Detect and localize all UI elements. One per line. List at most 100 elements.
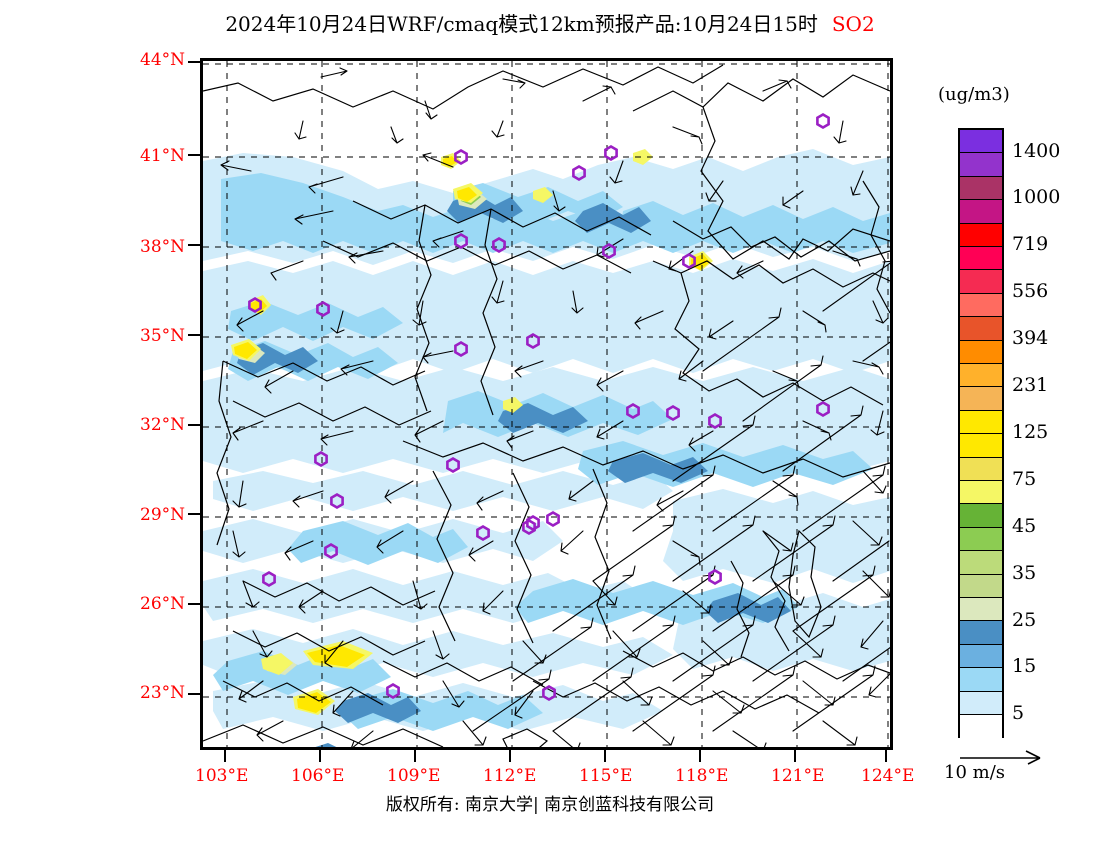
page-title: 2024年10月24日WRF/cmaq模式12km预报产品:10月24日15时 S… (0, 8, 1100, 37)
colorbar-label-231: 231 (1012, 374, 1049, 396)
colorbar-band-3 (960, 200, 1002, 224)
city-marker[interactable] (708, 568, 722, 585)
axis-label-lon-115: 115°E (579, 766, 633, 786)
wind-scale-arrow (958, 744, 1088, 770)
city-marker[interactable] (522, 518, 536, 535)
city-marker[interactable] (330, 492, 344, 509)
city-marker[interactable] (262, 570, 276, 587)
colorbar-band-20 (960, 598, 1002, 622)
colorbar-band-0 (960, 130, 1002, 154)
colorbar-band-16 (960, 504, 1002, 528)
colorbar-band-11 (960, 387, 1002, 411)
colorbar-band-18 (960, 551, 1002, 575)
city-marker[interactable] (314, 450, 328, 467)
x-tick-121 (794, 750, 796, 762)
city-marker[interactable] (816, 400, 830, 417)
right-arrow-icon (960, 750, 1041, 765)
city-marker[interactable] (626, 402, 640, 419)
city-marker[interactable] (248, 296, 262, 313)
colorbar-units-label: (ug/m3) (938, 84, 1010, 105)
axis-label-lon-106: 106°E (291, 766, 345, 786)
city-marker[interactable] (526, 514, 540, 531)
axis-label-lon-103: 103°E (195, 766, 249, 786)
axis-label-lat-35: 35°N (140, 326, 186, 346)
colorbar-band-15 (960, 481, 1002, 505)
x-tick-115 (604, 750, 606, 762)
axis-label-lat-26: 26°N (140, 594, 186, 614)
colorbar-band-13 (960, 434, 1002, 458)
title-text: 2024年10月24日WRF/cmaq模式12km预报产品:10月24日15时 (225, 12, 818, 36)
colorbar-band-2 (960, 176, 1002, 201)
administrative-boundaries (203, 64, 890, 747)
axis-label-lon-121: 121°E (771, 766, 825, 786)
axis-label-lon-112: 112°E (483, 766, 537, 786)
colorbar-band-12 (960, 410, 1002, 435)
colorbar-label-125: 125 (1012, 421, 1049, 443)
colorbar-label-556: 556 (1012, 280, 1049, 302)
city-marker[interactable] (708, 412, 722, 429)
y-tick-41 (188, 154, 200, 156)
y-tick-29 (188, 513, 200, 515)
colorbar-band-19 (960, 574, 1002, 598)
city-marker[interactable] (446, 456, 460, 473)
axis-label-lat-29: 29°N (140, 505, 186, 525)
city-marker[interactable] (572, 164, 586, 181)
x-tick-106 (319, 750, 321, 762)
city-marker[interactable] (604, 144, 618, 161)
colorbar-band-6 (960, 270, 1002, 294)
y-tick-44 (188, 61, 200, 63)
city-marker[interactable] (682, 252, 696, 269)
city-marker[interactable] (316, 300, 330, 317)
city-marker[interactable] (816, 112, 830, 129)
colorbar[interactable] (958, 128, 1004, 738)
colorbar-label-25: 25 (1012, 609, 1037, 631)
colorbar-label-45: 45 (1012, 515, 1037, 537)
wind-vectors (220, 67, 890, 747)
colorbar-band-22 (960, 644, 1002, 669)
axis-label-lon-109: 109°E (387, 766, 441, 786)
colorbar-band-9 (960, 340, 1002, 364)
city-marker[interactable] (526, 332, 540, 349)
colorbar-label-5: 5 (1012, 702, 1025, 724)
city-marker[interactable] (324, 542, 338, 559)
colorbar-label-394: 394 (1012, 327, 1049, 349)
y-tick-32 (188, 424, 200, 426)
axis-label-lat-38: 38°N (140, 237, 186, 257)
colorbar-band-23 (960, 668, 1002, 692)
city-marker[interactable] (542, 684, 556, 701)
city-marker[interactable] (454, 340, 468, 357)
city-marker[interactable] (546, 510, 560, 527)
axis-label-lat-44: 44°N (140, 50, 186, 70)
colorbar-label-15: 15 (1012, 655, 1037, 677)
colorbar-label-35: 35 (1012, 562, 1037, 584)
colorbar-band-8 (960, 317, 1002, 341)
city-marker[interactable] (386, 682, 400, 699)
axis-label-lon-124: 124°E (861, 766, 915, 786)
colorbar-label-75: 75 (1012, 468, 1037, 490)
map-canvas (203, 61, 890, 747)
colorbar-band-5 (960, 247, 1002, 271)
city-marker[interactable] (476, 524, 490, 541)
city-marker[interactable] (666, 404, 680, 421)
title-species-label: SO2 (831, 12, 875, 36)
so2-band-15 (213, 173, 890, 731)
colorbar-band-25 (960, 715, 1002, 738)
x-tick-103 (224, 750, 226, 762)
colorbar-band-24 (960, 691, 1002, 715)
colorbar-band-1 (960, 153, 1002, 177)
y-tick-26 (188, 603, 200, 605)
wind-scale-label: 10 m/s (944, 762, 1005, 783)
x-tick-118 (699, 750, 701, 762)
map-plot-area[interactable] (200, 58, 893, 750)
city-marker[interactable] (602, 242, 616, 259)
city-marker[interactable] (454, 148, 468, 165)
y-tick-23 (188, 693, 200, 695)
map-svg (203, 61, 890, 747)
so2-band-25 (237, 193, 791, 747)
colorbar-band-10 (960, 364, 1002, 388)
city-marker[interactable] (492, 236, 506, 253)
colorbar-label-1000: 1000 (1012, 186, 1061, 208)
city-marker[interactable] (454, 232, 468, 249)
colorbar-band-4 (960, 223, 1002, 247)
